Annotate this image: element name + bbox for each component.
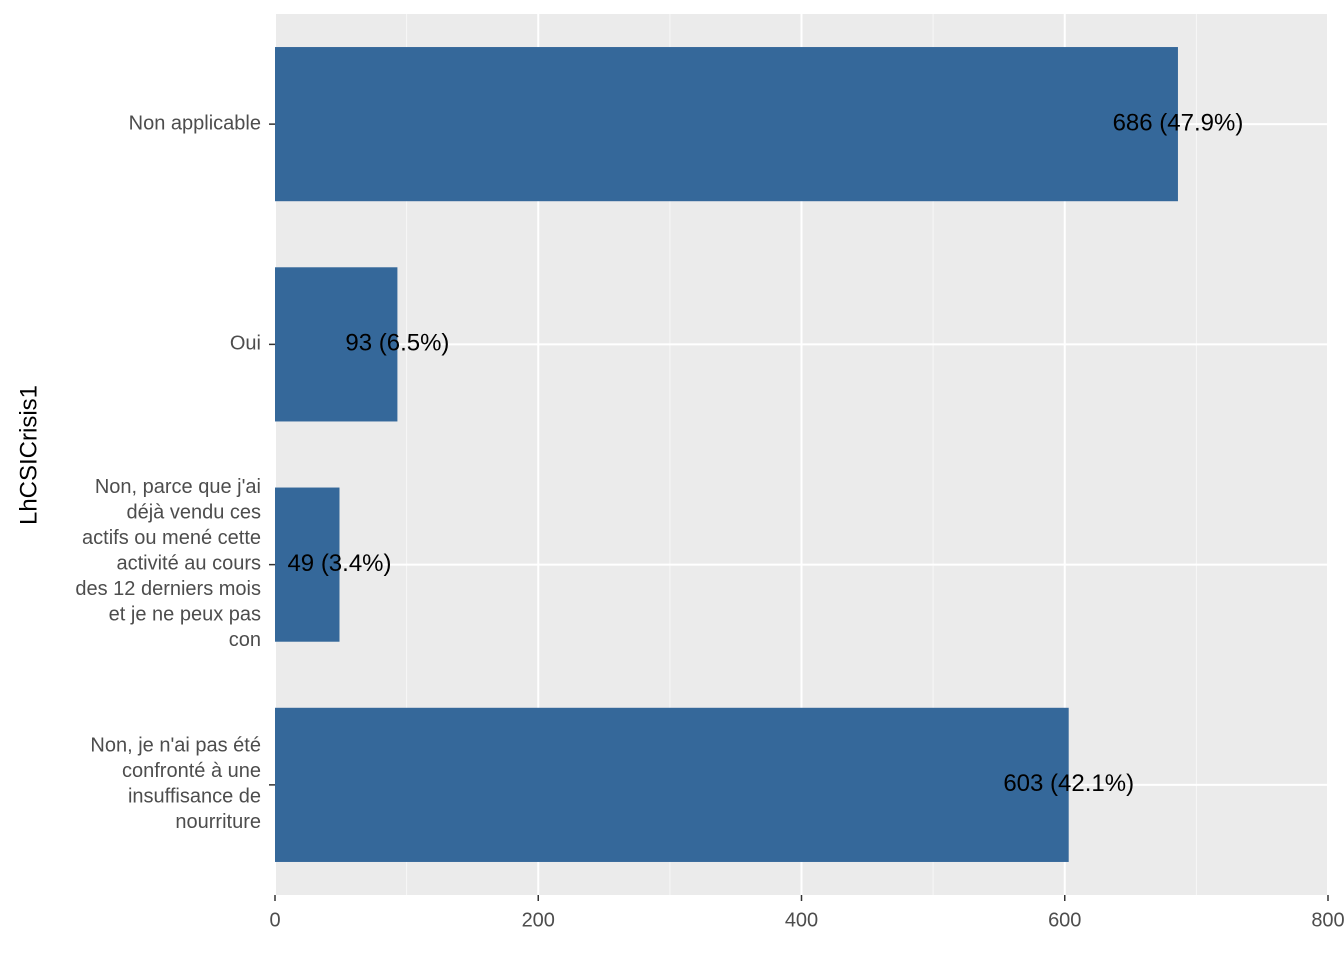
y-axis-title: LhCSICrisis1 <box>15 385 42 525</box>
y-tick-label: Non, parce que j'ai déjà vendu ces actifs … <box>75 476 261 651</box>
x-tick-label: 600 <box>1048 909 1081 931</box>
value-label: 603 (42.1%) <box>1003 770 1134 797</box>
y-tick-label: Non, je n'ai pas été confronté à une insuf… <box>90 735 261 834</box>
bar <box>275 707 1069 862</box>
x-tick-label: 400 <box>785 909 818 931</box>
y-tick-label: Oui <box>230 333 261 355</box>
y-tick-label: Non applicable <box>129 112 261 134</box>
x-tick-label: 200 <box>522 909 555 931</box>
x-tick-label: 0 <box>269 909 280 931</box>
value-label: 686 (47.9%) <box>1113 109 1244 136</box>
value-label: 93 (6.5%) <box>345 330 449 357</box>
bar <box>275 47 1178 202</box>
value-label: 49 (3.4%) <box>287 550 391 577</box>
bar <box>275 487 340 642</box>
bar <box>275 267 398 422</box>
x-tick-label: 800 <box>1311 909 1344 931</box>
